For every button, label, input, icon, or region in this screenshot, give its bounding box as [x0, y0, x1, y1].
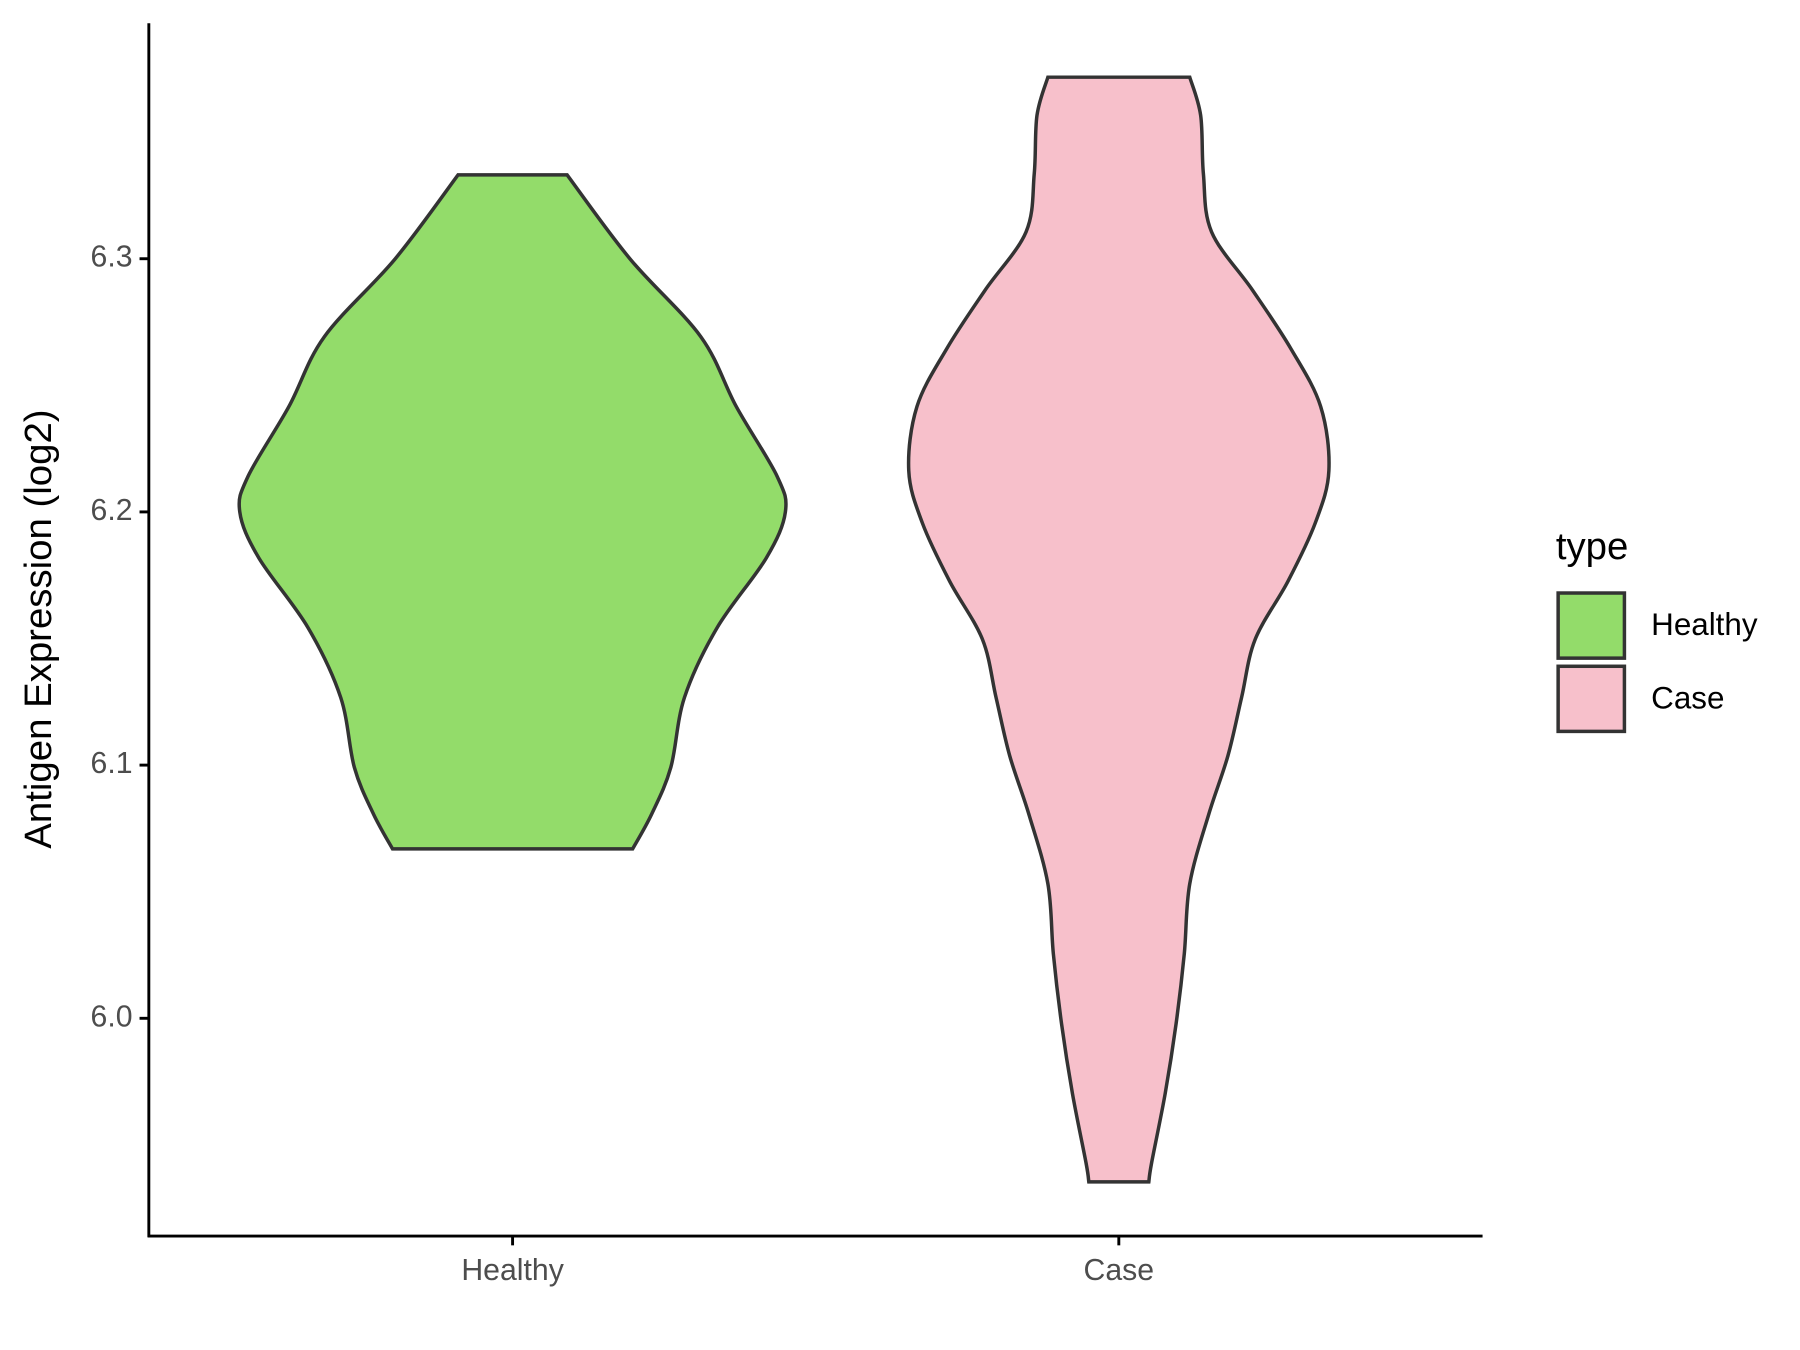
x-tick-label: Case: [1084, 1254, 1155, 1287]
legend-title: type: [1556, 525, 1629, 568]
legend-key: [1556, 664, 1627, 734]
y-tick-label: 6.0: [91, 1000, 133, 1033]
y-tick-label: 6.2: [91, 494, 133, 527]
y-tick-label: 6.1: [91, 747, 133, 780]
y-axis-title: Antigen Expression (log2): [17, 409, 60, 848]
legend-label: Case: [1651, 680, 1724, 715]
violin: [237, 173, 788, 851]
y-tick-label: 6.3: [91, 241, 133, 274]
x-tick-label: Healthy: [461, 1254, 564, 1287]
legend-key: [1556, 591, 1627, 660]
violin: [906, 75, 1331, 1184]
legend-label: Healthy: [1651, 607, 1758, 642]
